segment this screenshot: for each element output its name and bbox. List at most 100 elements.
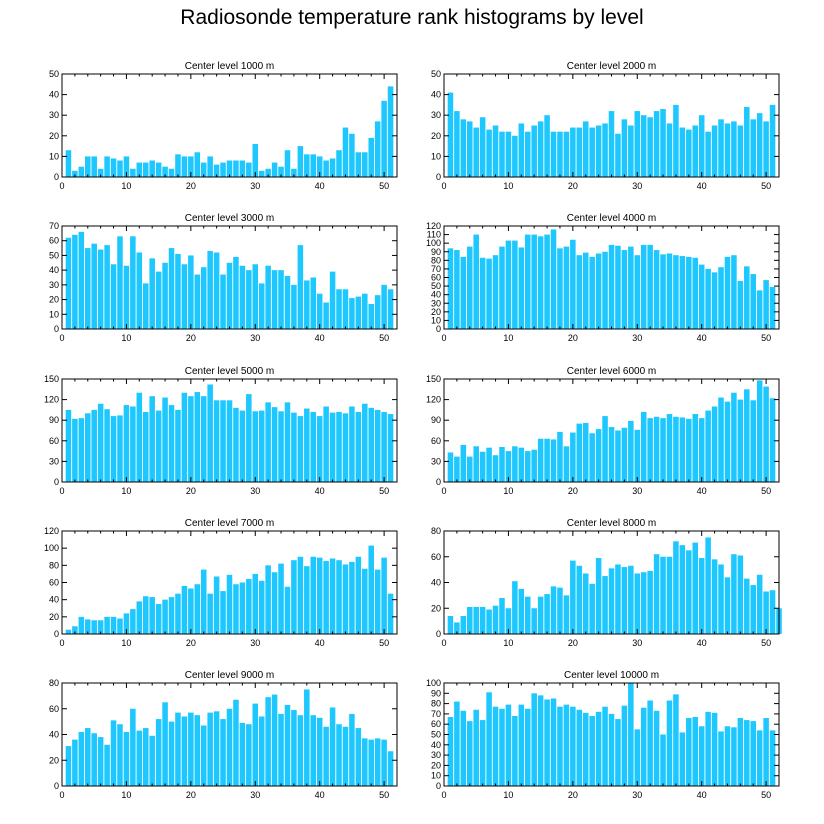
y-tick-label: 40 [431,290,441,300]
y-tick-label: 10 [431,151,441,161]
y-tick-label: 120 [426,221,441,231]
histogram-bar [550,229,557,329]
histogram-bar [473,446,479,482]
histogram-bar [686,129,692,177]
x-tick-label: 0 [59,333,64,343]
histogram-bar [336,411,342,482]
histogram-bar [640,707,647,786]
histogram-bar [181,585,188,634]
histogram-bar [310,715,317,786]
histogram-bar [200,396,207,482]
histogram-bar [512,446,518,482]
histogram-bar [718,119,724,177]
histogram-bar [595,711,602,786]
histogram-bar [602,123,608,177]
histogram-bar [460,444,467,482]
histogram-bar [84,156,91,177]
histogram-bar [576,255,583,329]
histogram-bar [466,246,473,329]
histogram-bar [576,127,583,177]
x-tick-label: 10 [503,486,513,496]
histogram-bar [149,160,155,177]
histogram-bar [640,244,647,329]
histogram-bar [660,556,666,634]
histogram-bar [252,264,259,329]
histogram-bar [512,135,518,177]
x-tick-label: 0 [59,790,64,800]
x-tick-label: 20 [568,638,578,648]
histogram-bar [698,418,705,482]
histogram-bar [362,403,368,482]
x-tick-label: 0 [441,486,446,496]
histogram-bar [104,744,110,786]
histogram-bar [640,115,647,177]
y-tick-label: 0 [436,629,441,639]
chart-panel-8: Center level 8000 m 0 20 40 60 80 0 10 20 30 40 50 [431,518,782,648]
y-tick-label: 20 [431,307,441,317]
y-tick-label: 40 [49,730,59,740]
histogram-bar [387,414,394,482]
histogram-bar [387,751,394,786]
histogram-bar [582,573,589,634]
histogram-bar [168,168,175,177]
y-tick-label: 90 [49,415,59,425]
histogram-bar [252,144,259,177]
histogram-bar [499,597,505,634]
histogram-bar [563,704,570,786]
histogram-bar [110,616,117,634]
histogram-bar [737,718,744,786]
histogram-bar [265,402,271,482]
histogram-bar [323,561,329,634]
histogram-bar [673,694,679,786]
chart-panel-3: Center level 3000 m 0 10 20 30 40 50 60 70 0 10 20 3… [49,213,398,343]
histogram-bar [104,409,110,482]
histogram-bar [381,284,387,329]
y-tick-label: 90 [431,415,441,425]
histogram-bar [744,578,750,634]
histogram-bar [387,593,394,634]
histogram-bar [589,127,595,177]
y-tick-label: 40 [431,578,441,588]
histogram-bar [737,399,744,482]
histogram-bar [329,412,336,482]
y-tick-label: 60 [431,436,441,446]
histogram-bar [194,715,201,786]
histogram-bar [194,392,201,482]
y-tick-label: 100 [426,678,441,688]
histogram-bar [323,406,329,482]
histogram-bar [524,234,531,329]
histogram-bar [524,131,531,177]
histogram-bar [168,248,175,329]
y-tick-label: 0 [436,324,441,334]
histogram-bar [466,456,473,482]
y-tick-label: 60 [49,436,59,446]
histogram-bar [582,712,589,786]
histogram-bar [724,726,731,786]
histogram-bar [763,718,769,786]
histogram-bar [486,258,492,329]
histogram-bar [265,565,271,634]
histogram-bar [278,166,284,177]
histogram-bar [518,123,525,177]
histogram-bar [213,576,220,634]
x-tick-label: 20 [186,486,196,496]
histogram-bar [181,392,188,482]
y-tick-label: 70 [431,264,441,274]
x-tick-label: 40 [315,790,325,800]
histogram-bar [634,429,641,482]
histogram-bar [226,262,233,329]
x-tick-label: 20 [568,333,578,343]
histogram-bar [454,701,460,786]
histogram-bar [473,709,479,786]
histogram-bar [492,706,499,786]
histogram-bar [233,160,239,177]
histogram-bar [220,591,226,634]
histogram-bar [130,168,136,177]
histogram-bar [355,556,362,634]
histogram-bar [686,256,692,329]
histogram-bar [226,574,233,634]
histogram-bar [692,716,699,786]
histogram-bar [258,170,265,177]
histogram-bar [660,254,666,329]
histogram-bar [705,711,711,786]
